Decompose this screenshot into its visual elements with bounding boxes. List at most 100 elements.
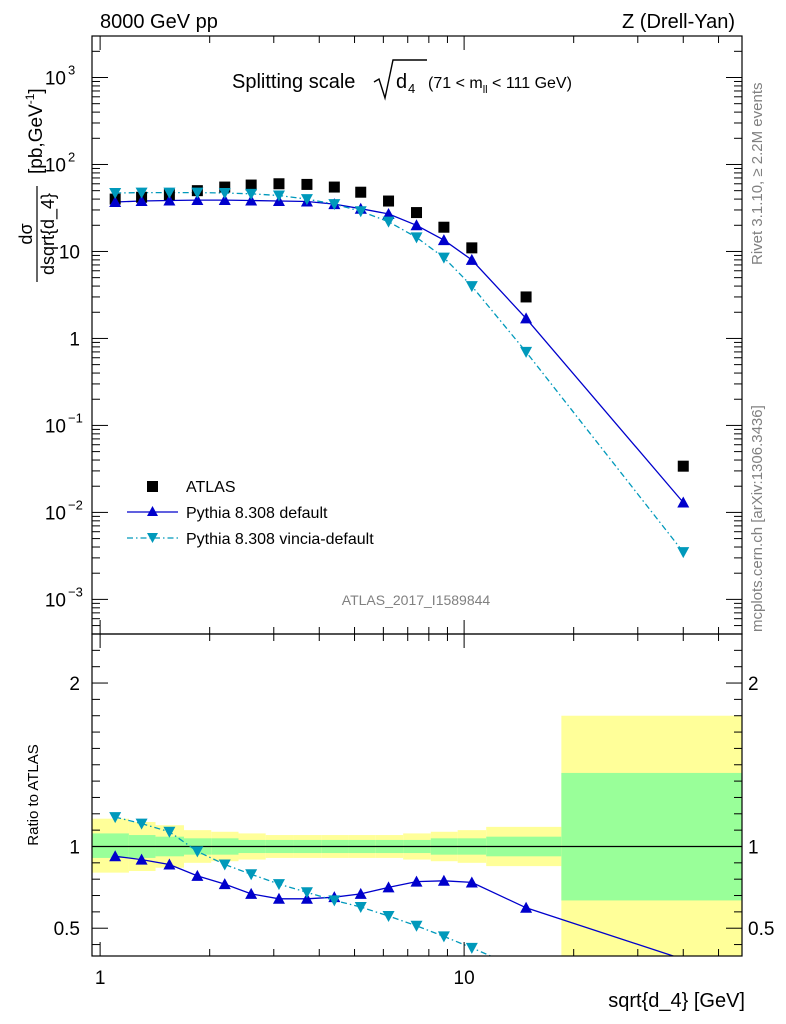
ylabel-num: dσ — [16, 223, 36, 244]
point-atlas — [301, 178, 313, 190]
ratio-point-default — [437, 874, 450, 886]
ratio-point-vincia — [410, 920, 423, 932]
legend-label-default: Pythia 8.308 default — [186, 505, 328, 522]
ratio-point-default — [300, 892, 313, 904]
point-pythia-vincia — [465, 281, 478, 293]
title-main: Splitting scale — [232, 71, 355, 93]
ratio-tick-label-right: 2 — [748, 674, 759, 695]
ylabel-units-sup: -1 — [23, 93, 37, 104]
y-tick-label: 10 — [45, 503, 66, 524]
ratio-point-vincia — [300, 887, 313, 899]
ratio-point-vincia — [382, 910, 395, 922]
ratio-point-default — [465, 876, 478, 888]
main-series — [109, 178, 690, 559]
point-pythia-vincia — [245, 188, 258, 200]
title-var-sub: 4 — [408, 81, 415, 96]
point-pythia-default — [410, 219, 423, 231]
point-atlas — [520, 291, 532, 303]
point-atlas — [438, 221, 450, 233]
x-tick-label: 1 — [95, 968, 106, 989]
ratio-tick-label-right: 0.5 — [748, 919, 774, 940]
ratio-point-vincia — [191, 846, 204, 858]
band-inner — [92, 833, 129, 858]
y-tick-label: 10 — [59, 242, 80, 263]
point-pythia-default — [245, 194, 258, 206]
point-atlas — [245, 179, 257, 191]
point-pythia-vincia — [677, 547, 690, 559]
point-pythia-vincia — [354, 206, 367, 218]
legend-marker-default — [147, 506, 158, 516]
legend-label-vincia: Pythia 8.308 vincia-default — [186, 531, 374, 548]
point-atlas — [466, 242, 478, 254]
point-pythia-vincia — [520, 346, 533, 358]
point-atlas — [328, 181, 340, 193]
ratio-tick-label-right: 1 — [748, 837, 759, 858]
ratio-point-default — [135, 853, 148, 865]
title-cut-pre: (71 < m — [428, 75, 483, 92]
ratio-point-vincia — [245, 869, 258, 881]
point-pythia-vincia — [437, 252, 450, 264]
rivet-label: Rivet 3.1.10, ≥ 2.2M events — [749, 83, 766, 266]
title-cut-post: < 111 GeV) — [488, 75, 572, 92]
point-pythia-vincia — [135, 187, 148, 199]
point-pythia-vincia — [300, 194, 313, 206]
legend: ATLAS Pythia 8.308 default Pythia 8.308 … — [127, 479, 374, 548]
y-tick-exponent: 3 — [68, 63, 75, 78]
svg-text:d: d — [396, 71, 407, 93]
y-tick-exponent: −3 — [68, 584, 83, 599]
ratio-point-vincia — [465, 942, 478, 954]
analysis-watermark: ATLAS_2017_I1589844 — [342, 592, 491, 608]
legend-marker-atlas — [147, 481, 158, 492]
ratio-point-vincia — [437, 931, 450, 943]
sqrt-symbol — [373, 59, 427, 101]
ratio-point-default — [218, 878, 231, 890]
title-var: d — [396, 71, 407, 93]
svg-text:[pb,GeV-1]: [pb,GeV-1] — [23, 88, 47, 174]
svg-text:(71 < mll < 111 GeV): (71 < mll < 111 GeV) — [428, 75, 572, 96]
ratio-y-label: Ratio to ATLAS — [25, 744, 42, 845]
ratio-tick-label-left: 1 — [69, 837, 80, 858]
ratio-point-default — [382, 881, 395, 893]
point-pythia-vincia — [410, 232, 423, 244]
legend-label-atlas: ATLAS — [186, 479, 236, 496]
x-axis-label: sqrt{d_4} [GeV] — [608, 990, 745, 1012]
ratio-point-vincia — [163, 826, 176, 838]
y-tick-label: 10 — [45, 590, 66, 611]
point-pythia-vincia — [272, 190, 285, 202]
ratio-point-default — [520, 901, 533, 913]
mcplots-label: mcplots.cern.ch [arXiv:1306.3436] — [749, 405, 766, 632]
ratio-tick-label-left: 2 — [69, 674, 80, 695]
y-tick-label: 10 — [45, 69, 66, 90]
header-left: 8000 GeV pp — [100, 11, 218, 33]
line-pythia-vincia — [115, 191, 684, 553]
ylabel-units: [pb,GeV — [26, 104, 47, 174]
y-tick-exponent: −1 — [68, 410, 83, 425]
y-tick-label: 10 — [45, 155, 66, 176]
ratio-line-vincia — [115, 816, 493, 956]
point-atlas — [219, 181, 231, 193]
ratio-point-default — [354, 887, 367, 899]
series-layer — [109, 178, 690, 956]
point-pythia-default — [677, 496, 690, 508]
point-atlas — [355, 186, 367, 198]
point-atlas — [677, 460, 689, 472]
ratio-tick-label-left: 0.5 — [54, 919, 80, 940]
svg-text:4: 4 — [408, 81, 415, 96]
point-pythia-vincia — [328, 199, 341, 211]
ratio-point-default — [109, 850, 122, 862]
y-tick-exponent: 2 — [68, 149, 75, 164]
band-inner — [561, 772, 742, 901]
line-pythia-default — [115, 199, 684, 503]
title-cut-sub: ll — [483, 84, 488, 96]
y-tick-label: 10 — [45, 416, 66, 437]
point-pythia-default — [218, 194, 231, 206]
point-pythia-default — [191, 194, 204, 206]
ratio-point-default — [410, 875, 423, 887]
ratio-point-default — [272, 892, 285, 904]
svg-text:Splitting scale: Splitting scale — [232, 71, 355, 93]
ratio-uncertainty-bands — [92, 715, 742, 956]
ratio-line-default — [115, 855, 676, 956]
ratio-point-vincia — [218, 859, 231, 871]
point-pythia-vincia — [218, 188, 231, 200]
